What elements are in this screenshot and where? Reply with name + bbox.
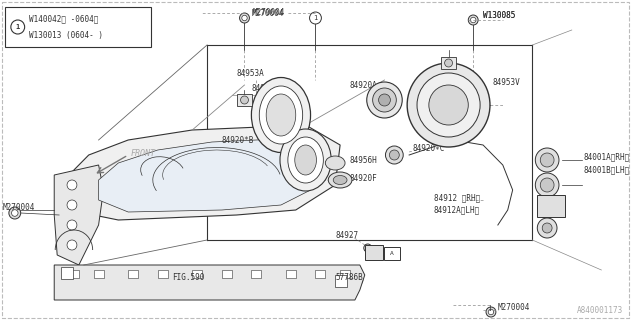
Ellipse shape (328, 172, 352, 188)
Circle shape (468, 15, 478, 25)
Bar (335, 275, 347, 287)
Circle shape (310, 12, 321, 24)
Bar (69, 270, 79, 278)
Text: 84953V: 84953V (493, 77, 521, 86)
Ellipse shape (266, 94, 296, 136)
Circle shape (67, 240, 77, 250)
Circle shape (239, 13, 250, 23)
Bar (61, 267, 73, 279)
Bar (441, 57, 456, 69)
Circle shape (12, 210, 18, 216)
Circle shape (538, 218, 557, 238)
Circle shape (486, 307, 496, 317)
Text: 84912A〈LH〉: 84912A〈LH〉 (434, 205, 480, 214)
Circle shape (445, 59, 452, 67)
Circle shape (540, 178, 554, 192)
Text: 1: 1 (15, 24, 20, 30)
Circle shape (364, 244, 372, 252)
Bar (128, 270, 138, 278)
Text: W130085: W130085 (483, 11, 515, 20)
Circle shape (385, 146, 403, 164)
Bar (252, 270, 261, 278)
Polygon shape (54, 265, 365, 300)
Polygon shape (99, 138, 325, 212)
Ellipse shape (333, 175, 347, 185)
Circle shape (67, 200, 77, 210)
Text: 84001B〈LH〉: 84001B〈LH〉 (584, 165, 630, 174)
Bar (93, 270, 104, 278)
Bar (340, 270, 350, 278)
Circle shape (540, 153, 554, 167)
Text: 84927: 84927 (335, 230, 358, 239)
Text: A: A (390, 251, 393, 255)
Polygon shape (69, 125, 340, 220)
Bar (365, 245, 383, 260)
Text: 84956H: 84956H (350, 156, 378, 164)
Text: 84920F: 84920F (350, 173, 378, 182)
Circle shape (389, 150, 399, 160)
Ellipse shape (288, 137, 323, 183)
Circle shape (11, 20, 25, 34)
Ellipse shape (295, 145, 316, 175)
Text: M270004: M270004 (252, 9, 284, 18)
Circle shape (353, 275, 363, 285)
Bar (316, 270, 325, 278)
Text: M270004: M270004 (3, 203, 35, 212)
Bar (192, 270, 202, 278)
Text: 84001A〈RH〉: 84001A〈RH〉 (584, 153, 630, 162)
Text: 84920∗C: 84920∗C (412, 143, 444, 153)
Text: 1: 1 (314, 15, 317, 21)
Circle shape (542, 223, 552, 233)
Text: M270004: M270004 (252, 7, 285, 17)
Circle shape (67, 180, 77, 190)
Circle shape (241, 96, 248, 104)
Circle shape (9, 207, 20, 219)
Text: 84953A: 84953A (237, 68, 264, 77)
Circle shape (535, 173, 559, 197)
Text: 57786B: 57786B (335, 274, 363, 283)
Circle shape (367, 82, 402, 118)
Text: M270004: M270004 (498, 303, 530, 313)
Circle shape (535, 148, 559, 172)
Circle shape (372, 88, 396, 112)
Circle shape (488, 309, 493, 315)
Bar (385, 247, 400, 260)
Text: W140042〈 -0604〉: W140042〈 -0604〉 (29, 14, 98, 23)
Bar (538, 195, 565, 217)
Text: FIG.590: FIG.590 (173, 274, 205, 283)
Circle shape (242, 15, 247, 21)
Text: 84920A: 84920A (350, 81, 378, 90)
Circle shape (407, 63, 490, 147)
Circle shape (355, 277, 360, 283)
Text: W130013 (0604- ): W130013 (0604- ) (29, 30, 102, 39)
Ellipse shape (280, 129, 332, 191)
Ellipse shape (259, 86, 303, 144)
Text: W130085: W130085 (483, 11, 515, 20)
Text: 84920A: 84920A (252, 84, 279, 92)
Circle shape (429, 85, 468, 125)
Bar (5, 7, 151, 47)
Circle shape (67, 220, 77, 230)
Polygon shape (54, 165, 104, 265)
Bar (222, 270, 232, 278)
Bar (237, 94, 252, 106)
Ellipse shape (325, 156, 345, 170)
Bar (157, 270, 168, 278)
Circle shape (417, 73, 480, 137)
Bar (286, 270, 296, 278)
Text: FRONT: FRONT (131, 148, 156, 157)
Circle shape (470, 17, 476, 23)
Text: 84912 〈RH〉: 84912 〈RH〉 (434, 194, 480, 203)
Circle shape (379, 94, 390, 106)
Text: A840001173: A840001173 (577, 306, 623, 315)
Ellipse shape (252, 77, 310, 153)
Text: 84920*B: 84920*B (222, 135, 254, 145)
